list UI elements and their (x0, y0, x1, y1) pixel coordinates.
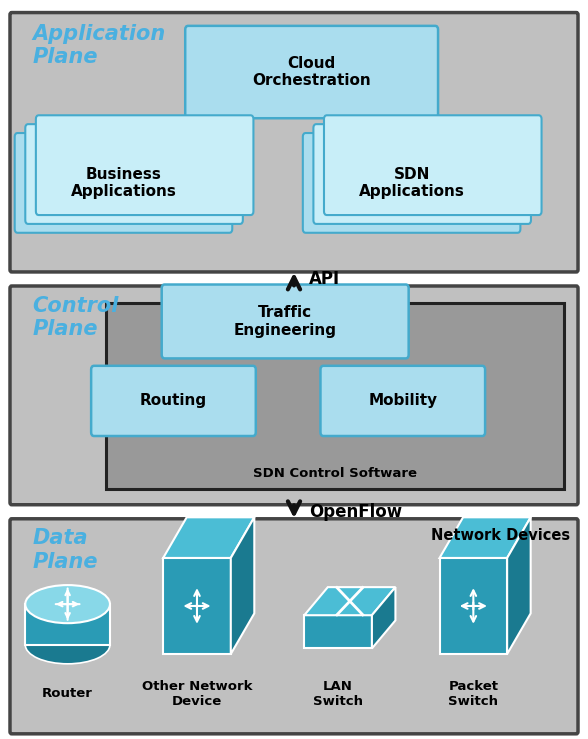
FancyBboxPatch shape (10, 286, 578, 505)
Polygon shape (25, 605, 110, 644)
Text: Packet
Switch: Packet Switch (448, 680, 499, 708)
FancyBboxPatch shape (25, 124, 243, 224)
FancyBboxPatch shape (91, 366, 256, 436)
FancyBboxPatch shape (303, 133, 520, 233)
Text: Other Network
Device: Other Network Device (142, 680, 252, 708)
Polygon shape (305, 615, 372, 649)
Bar (106, 303, 564, 489)
Polygon shape (440, 517, 531, 558)
Polygon shape (305, 587, 395, 615)
FancyBboxPatch shape (10, 519, 578, 734)
Text: Cloud
Orchestration: Cloud Orchestration (252, 56, 371, 88)
Text: Application
Plane: Application Plane (32, 24, 166, 67)
Ellipse shape (25, 626, 110, 664)
Text: Mobility: Mobility (368, 393, 437, 409)
FancyBboxPatch shape (324, 115, 542, 215)
FancyBboxPatch shape (320, 366, 485, 436)
Polygon shape (372, 587, 395, 649)
Text: Network Devices: Network Devices (431, 528, 570, 543)
FancyBboxPatch shape (36, 115, 253, 215)
Polygon shape (230, 517, 254, 654)
FancyBboxPatch shape (185, 26, 438, 118)
Text: SDN
Applications: SDN Applications (359, 167, 465, 199)
Polygon shape (440, 558, 507, 654)
Text: Business
Applications: Business Applications (71, 167, 176, 199)
Polygon shape (163, 558, 230, 654)
FancyBboxPatch shape (162, 285, 409, 358)
Ellipse shape (25, 585, 110, 623)
Text: Traffic
Engineering: Traffic Engineering (233, 305, 337, 338)
Text: Routing: Routing (140, 393, 207, 409)
Text: Control
Plane: Control Plane (32, 296, 119, 338)
Text: OpenFlow: OpenFlow (309, 503, 402, 521)
Polygon shape (507, 517, 531, 654)
FancyBboxPatch shape (10, 13, 578, 272)
Text: LAN
Switch: LAN Switch (313, 680, 363, 708)
Text: API: API (309, 270, 340, 288)
Text: SDN Control Software: SDN Control Software (253, 466, 417, 480)
FancyBboxPatch shape (15, 133, 232, 233)
Polygon shape (163, 517, 254, 558)
FancyBboxPatch shape (313, 124, 531, 224)
Text: Router: Router (42, 687, 93, 701)
Text: Data
Plane: Data Plane (32, 528, 98, 571)
